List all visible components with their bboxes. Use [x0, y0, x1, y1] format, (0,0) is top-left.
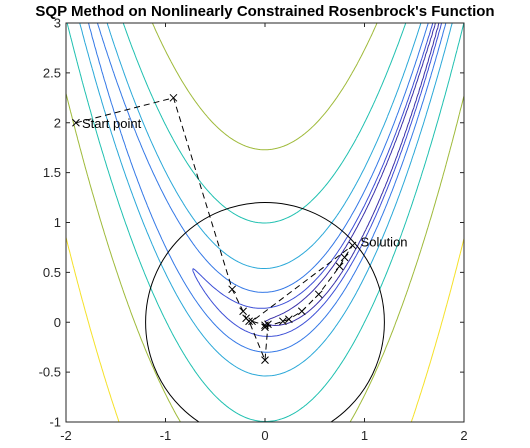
contour-level-1000	[66, 235, 464, 422]
x-tick-label: 2	[460, 428, 467, 443]
x-tick-label: 1	[361, 428, 368, 443]
x-tick-label: 0	[261, 428, 268, 443]
y-tick-label: 0	[54, 315, 61, 330]
iteration-point-marker	[169, 93, 178, 102]
x-tick-label: -1	[160, 428, 172, 443]
x-tick-label: -2	[60, 428, 72, 443]
y-tick-label: 1	[54, 215, 61, 230]
contour-lines	[66, 23, 464, 422]
iteration-point-marker	[72, 118, 80, 127]
iteration-point-marker	[279, 317, 287, 326]
iteration-point-marker	[261, 356, 269, 365]
sqp-path-line	[75, 97, 354, 361]
iteration-point-marker	[261, 321, 269, 330]
iteration-point-marker	[297, 307, 306, 316]
iteration-point-marker	[348, 241, 357, 250]
contour-level-1	[265, 23, 440, 326]
iteration-point-marker	[228, 285, 237, 294]
iteration-point-marker	[335, 262, 344, 271]
iteration-point-marker	[340, 253, 349, 262]
contour-level-30	[79, 23, 453, 377]
iteration-point-marker	[239, 307, 247, 316]
y-tick-label: 1.5	[43, 165, 61, 180]
iteration-point-marker	[314, 290, 323, 299]
y-tick-label: 3	[54, 16, 61, 31]
annotation-label: Solution	[361, 234, 408, 249]
contour-level-10	[88, 23, 447, 353]
sqp-path-group	[72, 93, 357, 365]
constraint-circle-group	[145, 202, 385, 422]
constraint-circle	[145, 202, 385, 422]
iteration-point-marker	[285, 315, 293, 324]
y-tick-label: 2	[54, 115, 61, 130]
contour-level-3	[192, 23, 443, 337]
y-tick-label: -1	[49, 415, 61, 430]
y-tick-label: 2.5	[43, 65, 61, 80]
y-tick-label: -0.5	[39, 365, 61, 380]
contour-level-100	[66, 23, 464, 422]
iteration-point-marker	[261, 323, 269, 332]
contour-level-300	[66, 23, 464, 422]
iteration-point-marker	[248, 317, 256, 326]
ticks-group: -2 -1 0 1 2-1-0.500.511.522.53	[39, 16, 468, 444]
annotation-label: Start point	[82, 116, 142, 131]
y-tick-label: 0.5	[43, 265, 61, 280]
iteration-point-marker	[245, 317, 253, 326]
chart-title: SQP Method on Nonlinearly Constrained Ro…	[35, 3, 494, 20]
annotations-group: Start point Solution	[82, 116, 408, 250]
